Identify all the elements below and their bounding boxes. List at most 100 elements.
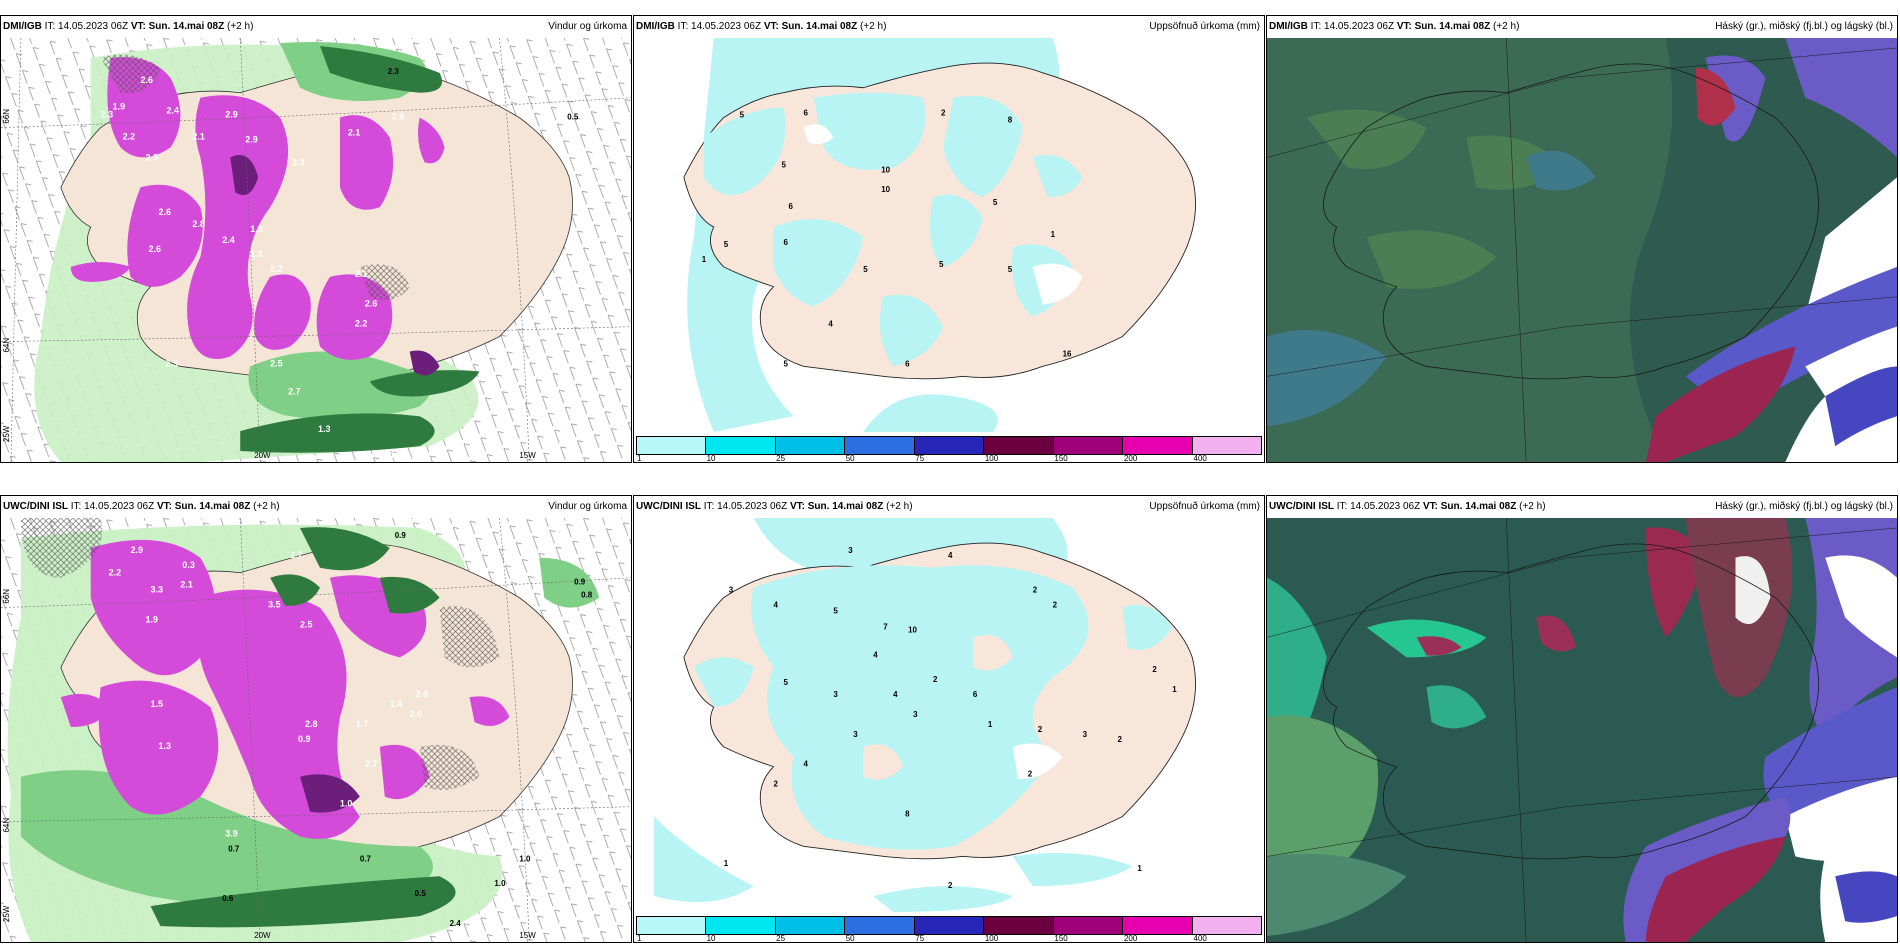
valid-time: Sun. 14.mai 08Z [174,501,251,512]
map-accum-precip[interactable]: 5 6 2 6 8 5 10 5 6 5 1 5 5 4 5 6 16 10 5… [634,38,1264,432]
product-title: Uppsöfnuð úrkoma (mm) [1149,501,1260,512]
colorbar-tick: 150 [1054,934,1068,943]
map-cloud[interactable] [1267,518,1897,942]
accum-label: 5 [1008,265,1013,274]
model-name: DMI/IGB [3,21,42,32]
valid-time-label: VT: [1422,501,1438,512]
precip-label: 2.9 [131,545,143,555]
colorbar-tick: 25 [776,934,786,943]
colorbar-cell [1192,437,1261,454]
init-time: IT: 14.05.2023 06Z [677,21,762,32]
accum-label: 3 [833,690,838,699]
panel-header: DMI/IGB IT: 14.05.2023 06Z VT: Sun. 14.m… [1,16,631,38]
accum-label: 2 [1152,665,1157,674]
accum-label: 2 [1038,725,1043,734]
colorbar-cell [1053,917,1124,934]
panel-accum-uwc: UWC/DINI ISL IT: 14.05.2023 06Z VT: Sun.… [633,495,1265,943]
precip-label: 2.5 [270,358,282,368]
accum-label: 10 [881,185,890,194]
map-wind-precip[interactable]: 2.9 2.2 0.3 3.3 1.9 2.1 2.7 3.5 2.5 2.0 … [1,518,631,942]
accum-label: 3 [848,546,853,555]
colorbar-tick: 400 [1193,454,1207,463]
colorbar-tick: 75 [915,454,925,463]
lon-label: 25W [2,905,11,922]
lead-time: (+2 h) [1493,21,1520,32]
accum-label: 6 [803,109,808,118]
colorbar-tick: 25 [776,454,786,463]
precip-label: 2.2 [270,264,282,274]
model-name: UWC/DINI ISL [1269,501,1334,512]
accum-label: 1 [702,255,707,264]
init-time: IT: 14.05.2023 06Z [703,501,788,512]
wind-map-svg: 2.6 2.9 1.9 2.4 2.3 2.2 2.1 2.3 2.9 2.1 … [1,38,631,462]
accum-label: 3 [1083,730,1088,739]
precip-label: 2.7 [288,386,300,396]
accum-label: 2 [1033,586,1038,595]
accum-label: 8 [1008,116,1013,125]
colorbar-cell [845,917,915,934]
accum-label: 2 [1053,601,1058,610]
accum-label: 6 [973,690,978,699]
precip-label: 2.0 [410,709,422,719]
colorbar-cell [984,917,1054,934]
colorbar-cell [984,437,1054,454]
map-cloud[interactable] [1267,38,1897,462]
accum-label: 7 [883,622,888,631]
colorbar-cell [914,917,985,934]
init-time: IT: 14.05.2023 06Z [1310,21,1395,32]
colorbar-cell [914,437,985,454]
precip-label: 2.4 [166,106,178,116]
accum-label: 4 [803,760,808,769]
precip-label: 2.9 [245,135,257,145]
colorbar-cell [706,917,776,934]
precip-label: 2.1 [180,580,192,590]
colorbar-tick: 10 [706,454,716,463]
precip-label: 2.8 [305,719,317,729]
precip-label: 2.3 [388,67,400,76]
colorbar-cell [706,437,776,454]
precip-label: 1.9 [113,102,125,112]
product-title: Háský (gr.), miðský (fj.bl.) og lágský (… [1715,21,1893,32]
model-name: DMI/IGB [1269,21,1308,32]
precip-label: 2.6 [149,244,161,254]
lead-time: (+2 h) [253,501,280,512]
precip-colorbar: 1 10 25 50 75 100 150 200 400 [634,912,1264,942]
panel-header: UWC/DINI ISL IT: 14.05.2023 06Z VT: Sun.… [1,496,631,518]
accum-label: 3 [853,730,858,739]
model-name: UWC/DINI ISL [636,501,701,512]
map-accum-precip[interactable]: 3 4 5 3 2 2 4 4 1 2 5 3 4 3 7 10 6 2 1 2… [634,518,1264,912]
colorbar-cell [1123,437,1193,454]
panel-wind-uwc: UWC/DINI ISL IT: 14.05.2023 06Z VT: Sun.… [0,495,632,943]
precip-label: 3.3 [292,157,304,167]
precip-label: 0.9 [395,531,407,540]
precip-label: 2.6 [141,75,153,85]
precip-label: 1.7 [356,719,368,729]
lead-time: (+2 h) [886,501,913,512]
precip-label: 2.2 [109,568,121,578]
precip-label: 2.6 [159,207,171,217]
panel-wind-dmi: DMI/IGB IT: 14.05.2023 06Z VT: Sun. 14.m… [0,15,632,463]
precip-label: 1.3 [250,224,262,234]
precip-label: 1.0 [519,854,531,863]
accum-label: 4 [873,650,878,659]
colorbar-tick: 50 [845,934,855,943]
precip-label: 0.7 [228,844,240,853]
precip-label: 1.3 [159,741,171,751]
precip-label: 0.6 [222,894,234,903]
colorbar-tick: 50 [845,454,855,463]
valid-time: Sun. 14.mai 08Z [1414,21,1491,32]
precip-label: 2.3 [165,358,177,368]
precip-label: 3.5 [268,600,280,610]
valid-time: Sun. 14.mai 08Z [807,501,884,512]
lon-label: 15W [519,931,536,940]
precip-label: 1.1 [390,450,402,460]
init-time: IT: 14.05.2023 06Z [44,21,129,32]
precip-label: 2.2 [123,132,135,142]
accum-label: 5 [784,678,789,687]
precip-label: 2.7 [290,550,302,560]
precip-label: 1.5 [151,699,163,709]
accum-label: 2 [941,109,946,118]
accum-label: 6 [789,202,794,211]
lead-time: (+2 h) [227,21,254,32]
map-wind-precip[interactable]: 2.6 2.9 1.9 2.4 2.3 2.2 2.1 2.3 2.9 2.1 … [1,38,631,462]
